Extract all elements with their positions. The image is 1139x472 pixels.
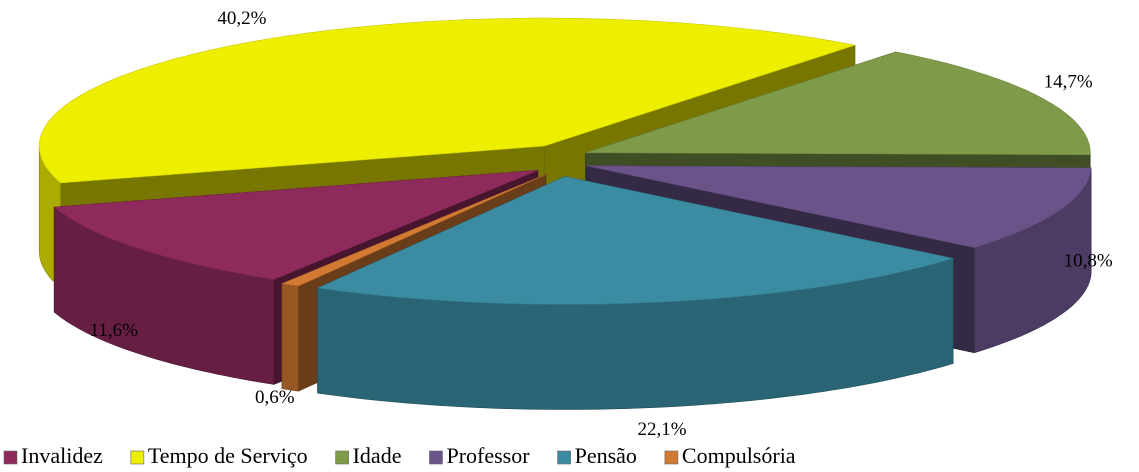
legend-swatch: [130, 450, 145, 465]
data-label: 10,8%: [1064, 251, 1113, 272]
slice: [316, 176, 955, 410]
slice: [38, 17, 856, 184]
slice: [586, 165, 1092, 249]
legend-label: Pensão: [575, 443, 637, 468]
legend-swatch: [429, 450, 443, 465]
data-label: 11,6%: [90, 320, 139, 341]
legend-swatch: [335, 450, 349, 465]
legend-label: Compulsória: [682, 443, 796, 468]
data-label: 14,7%: [1044, 71, 1093, 92]
data-label: 0,6%: [255, 387, 295, 408]
legend-label: Invalidez: [21, 443, 103, 468]
legend-label: Tempo de Serviço: [148, 443, 308, 468]
slice-wall: [281, 283, 299, 392]
legend-swatch: [3, 450, 18, 465]
slice: [280, 174, 546, 287]
slice: [316, 176, 955, 305]
data-label: 40,2%: [217, 8, 266, 29]
slice: [585, 51, 1091, 156]
slice: [53, 170, 538, 280]
legend-label: Idade: [353, 443, 402, 468]
data-label: 22,1%: [638, 419, 687, 440]
legend-swatch: [664, 450, 679, 465]
legend-swatch: [557, 450, 571, 465]
legend-label: Professor: [446, 443, 530, 468]
